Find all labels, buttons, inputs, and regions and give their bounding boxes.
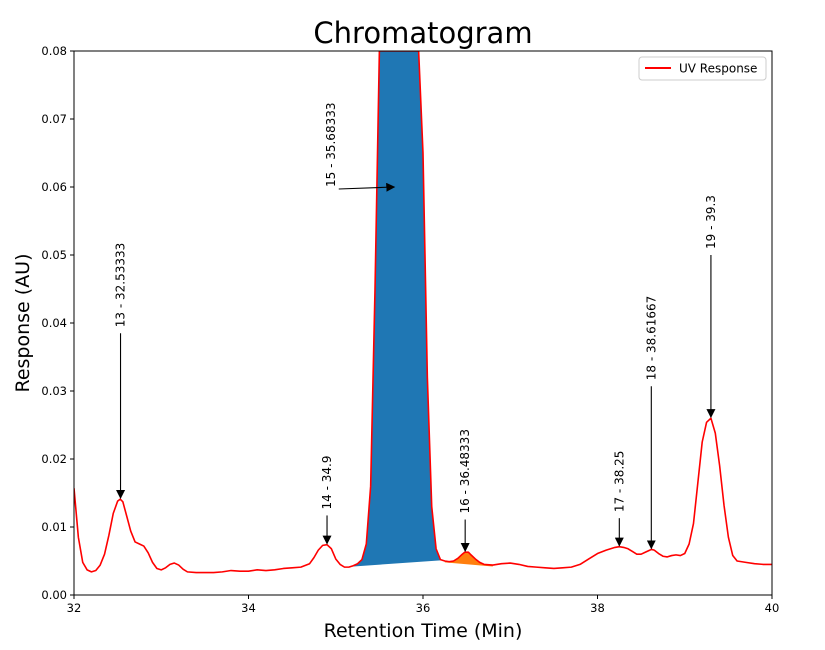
annotation-label: 13 - 32.53333 [114,243,128,328]
legend-box [638,56,767,81]
y-tick-label: 0.03 [41,384,67,398]
y-tick-label: 0.06 [41,180,67,194]
x-tick-label: 34 [241,601,256,615]
annotation-label: 17 - 38.25 [612,451,626,513]
x-axis-label: Retention Time (Min) [324,620,523,642]
series-lines [74,51,772,574]
y-axis-label: Response (AU) [12,253,34,392]
y-tick-label: 0.08 [41,44,67,58]
x-tick-label: 40 [765,601,780,615]
legend: UV Response [638,56,767,81]
x-tick-label: 38 [590,601,605,615]
peak-annotations: 13 - 32.53333 14 - 34.9 15 - 35.68333 16 - … [114,103,718,553]
legend-label: UV Response [679,62,757,76]
peak-15-fill [344,51,441,568]
annotation-label: 16 - 36.48333 [458,429,472,514]
y-tick-label: 0.05 [41,248,67,262]
y-tick-label: 0.02 [41,452,67,466]
annotation-label: 14 - 34.9 [320,455,334,509]
x-axis: 32 34 36 38 40 [67,595,780,615]
annotation-label: 15 - 35.68333 [324,103,338,188]
x-tick-label: 32 [67,601,82,615]
series-line-0 [74,51,772,574]
annotation-label: 19 - 39.3 [704,195,718,249]
y-tick-label: 0.01 [41,520,67,534]
y-tick-label: 0.04 [41,316,67,330]
y-tick-label: 0.00 [41,588,67,602]
y-tick-label: 0.07 [41,112,67,126]
chart-title: Chromatogram [313,16,532,50]
annotation-arrow [338,182,396,192]
x-tick-label: 36 [416,601,431,615]
annotation-label: 18 - 38.61667 [644,296,658,381]
y-axis: 0.00 0.01 0.02 0.03 0.04 0.05 0.06 0.07 0.08 [41,44,74,602]
